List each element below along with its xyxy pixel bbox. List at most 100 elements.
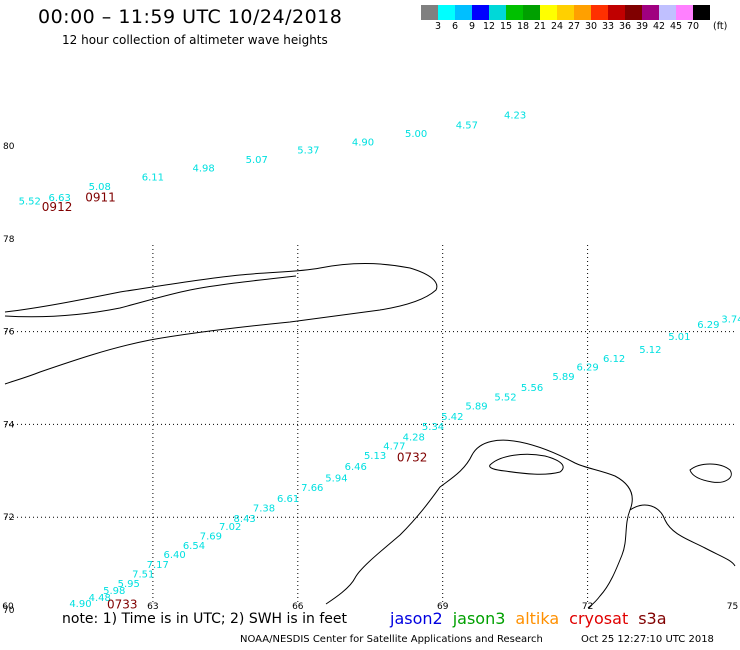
wave-height-value: 7.66 <box>301 483 323 494</box>
longitude-label: 63 <box>147 602 158 612</box>
scale-swatch <box>693 5 710 20</box>
kara-island-east <box>689 463 732 483</box>
longitude-label: 66 <box>292 602 304 612</box>
wave-height-value: 5.08 <box>89 182 111 193</box>
wave-height-value: 5.89 <box>552 372 574 383</box>
scale-swatch <box>421 5 438 20</box>
scale-label: 6 <box>451 21 459 32</box>
scale-label: 24 <box>550 21 564 32</box>
novaya-zemlya-north-coast <box>4 263 438 385</box>
scale-label: 3 <box>434 21 442 32</box>
graticule <box>5 245 735 605</box>
latitude-label: 78 <box>3 235 15 245</box>
satellite-jason2: jason2 <box>390 609 443 628</box>
satellite-jason3: jason3 <box>452 609 506 628</box>
wave-height-value: 5.01 <box>668 332 690 343</box>
satellite-legend: jason2 jason3 altika cryosat s3a <box>390 609 677 628</box>
scale-swatch <box>557 5 574 20</box>
scale-label: 42 <box>652 21 666 32</box>
wave-height-value: 5.42 <box>441 412 463 423</box>
wave-height-value: 5.07 <box>246 155 268 166</box>
wave-height-value: 5.13 <box>364 451 386 462</box>
altimeter-tracks: 5.52 6.63 5.08 6.11 4.98 5.07 5.37 4.90 5.00 4.57… <box>19 111 740 611</box>
scale-swatch <box>625 5 642 20</box>
color-scale-labels: 3 6 9 12 15 18 21 24 27 30 33 36 39 42 45 70 <box>421 21 740 35</box>
scale-swatch <box>642 5 659 20</box>
bely-island <box>489 453 564 475</box>
wave-height-value: 6.61 <box>277 494 299 505</box>
wave-height-value: 6.54 <box>183 541 205 552</box>
wave-height-value: 4.77 <box>383 441 405 452</box>
satellite-altika: altika <box>515 609 560 628</box>
scale-swatch <box>659 5 676 20</box>
novaya-zemlya-south-coast <box>4 275 297 318</box>
scale-label: 27 <box>567 21 581 32</box>
footer-timestamp: Oct 25 12:27:10 UTC 2018 <box>581 634 714 645</box>
pass-time-labels: 0912 0911 0732 0733 <box>42 191 428 612</box>
wave-height-value: 4.57 <box>456 120 478 131</box>
wave-height-value: 4.98 <box>192 164 214 175</box>
wave-height-value: 6.12 <box>603 354 625 365</box>
wave-height-value: 5.89 <box>465 402 487 413</box>
map-subtitle: 12 hour collection of altimeter wave hei… <box>62 33 328 47</box>
longitude-label: 69 <box>437 602 449 612</box>
wave-height-value: 4.48 <box>89 593 111 604</box>
wave-height-value: 7.38 <box>253 504 275 515</box>
longitude-label: 60 <box>2 602 14 612</box>
scale-label: 12 <box>482 21 496 32</box>
wave-height-value: 5.98 <box>103 586 125 597</box>
scale-swatch <box>438 5 455 20</box>
scale-label: 39 <box>635 21 649 32</box>
wave-height-value: 5.12 <box>639 345 661 356</box>
pass-time-label: 0911 <box>85 191 116 205</box>
wave-height-value: 3.74 <box>721 314 740 325</box>
wave-height-value: 6.46 <box>345 462 367 473</box>
wave-height-value: 5.94 <box>325 473 347 484</box>
note-text: note: 1) Time is in UTC; 2) SWH is in fe… <box>62 611 348 627</box>
scale-label: 18 <box>516 21 530 32</box>
wave-height-value: 4.90 <box>352 138 374 149</box>
wave-height-value: 5.34 <box>422 422 444 433</box>
wave-height-value: 5.95 <box>118 579 140 590</box>
gydan-coast <box>629 504 736 567</box>
coastline <box>4 263 736 609</box>
pass-time-label: 0733 <box>107 598 138 612</box>
scale-swatch <box>540 5 557 20</box>
wave-height-value: 7.17 <box>147 560 169 571</box>
wave-height-value: 5.52 <box>494 392 516 403</box>
scale-swatch <box>591 5 608 20</box>
pass-time-label: 0732 <box>397 451 428 465</box>
wave-height-value: 6.29 <box>576 363 598 374</box>
wave-height-value: 6.29 <box>697 320 719 331</box>
wave-height-value: 4.90 <box>69 599 91 610</box>
scale-unit: (ft) <box>713 21 728 32</box>
wave-height-value: 4.28 <box>403 433 425 444</box>
satellite-s3a: s3a <box>638 609 667 628</box>
scale-label: 30 <box>584 21 598 32</box>
wave-height-value: 7.51 <box>132 570 154 581</box>
map-title: 00:00 – 11:59 UTC 10/24/2018 <box>38 6 343 28</box>
wave-height-value: 6.11 <box>142 172 164 183</box>
wave-height-value: 8.43 <box>234 514 256 525</box>
wave-height-value: 7.69 <box>200 531 222 542</box>
scale-swatch <box>472 5 489 20</box>
wave-height-value: 6.40 <box>164 550 186 561</box>
scale-swatch <box>608 5 625 20</box>
scale-label: 9 <box>468 21 476 32</box>
wave-height-value: 5.37 <box>297 145 319 156</box>
wave-height-color-scale <box>421 5 710 20</box>
scale-swatch <box>523 5 540 20</box>
wave-height-value: 6.63 <box>49 193 71 204</box>
pass-time-label: 0912 <box>42 200 73 214</box>
wave-height-value: 5.52 <box>19 196 41 207</box>
satellite-cryosat: cryosat <box>569 609 629 628</box>
wave-height-value: 5.00 <box>405 129 427 140</box>
scale-label: 15 <box>499 21 513 32</box>
scale-label: 45 <box>669 21 683 32</box>
scale-label: 36 <box>618 21 632 32</box>
latitude-label: 70 <box>3 606 15 616</box>
footer-credit: NOAA/NESDIS Center for Satellite Applica… <box>240 634 543 645</box>
scale-swatch <box>574 5 591 20</box>
